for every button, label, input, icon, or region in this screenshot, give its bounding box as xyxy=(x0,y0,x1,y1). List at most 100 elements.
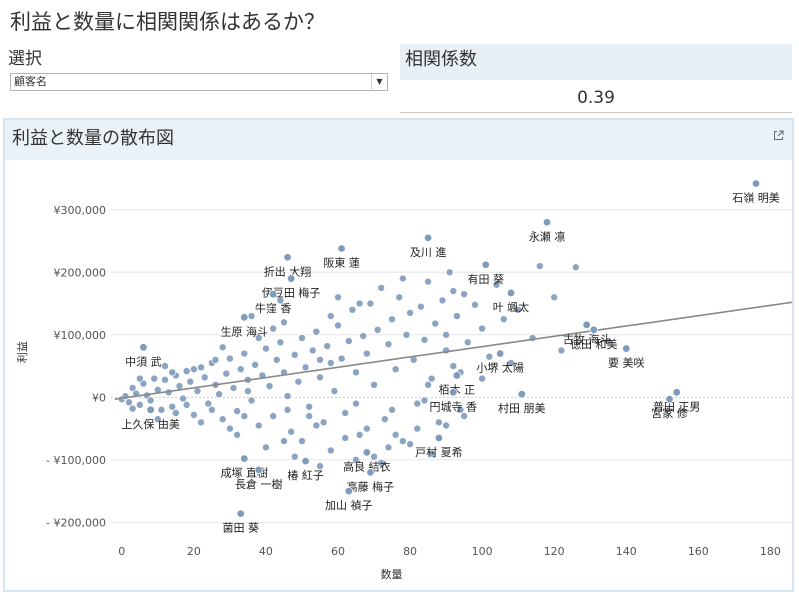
x-tick-label: 100 xyxy=(472,545,493,558)
data-point xyxy=(197,418,206,427)
labeled-data-point xyxy=(254,465,263,475)
data-point xyxy=(153,415,162,424)
data-point xyxy=(315,373,324,382)
data-point xyxy=(427,374,436,383)
labeled-data-point xyxy=(240,313,249,322)
data-point xyxy=(175,382,184,391)
labeled-data-point xyxy=(506,288,516,298)
y-tick-label: ¥100,000 xyxy=(54,329,107,342)
data-point xyxy=(424,380,433,389)
data-point xyxy=(326,446,335,455)
data-point xyxy=(456,405,465,414)
data-point xyxy=(301,363,310,372)
data-point xyxy=(326,358,335,367)
y-tick-label: - ¥100,000 xyxy=(46,454,106,467)
labeled-data-point xyxy=(622,344,631,353)
data-point xyxy=(506,358,515,367)
y-tick-label: ¥0 xyxy=(92,391,106,404)
data-point xyxy=(254,421,263,430)
x-tick-label: 180 xyxy=(760,545,781,558)
labeled-data-point xyxy=(146,405,155,415)
select-value: 顧客名 xyxy=(14,75,47,88)
filter-label: 選択 xyxy=(8,49,42,69)
labeled-data-point xyxy=(672,388,681,397)
labeled-data-point xyxy=(139,343,148,352)
point-label: 高良 結衣 xyxy=(343,459,391,473)
chart-panel-header: 利益と数量の散布図 xyxy=(5,120,792,160)
data-point xyxy=(233,430,242,439)
data-point xyxy=(377,283,386,292)
data-point xyxy=(398,437,407,446)
data-point xyxy=(391,430,400,439)
data-point xyxy=(236,365,245,374)
page-title: 利益と数量に相関関係はあるか？ xyxy=(10,10,325,34)
data-point xyxy=(344,337,353,346)
data-point xyxy=(431,319,440,328)
trend-line xyxy=(114,301,792,400)
data-point xyxy=(161,375,170,384)
point-label: 要 美咲 xyxy=(608,356,645,370)
data-point xyxy=(460,290,469,299)
data-point xyxy=(362,349,371,358)
labeled-data-point xyxy=(283,253,292,262)
labeled-data-point xyxy=(582,320,591,330)
data-point xyxy=(305,402,314,411)
data-point xyxy=(442,330,451,339)
data-point xyxy=(373,325,382,334)
point-label: 上久保 由美 xyxy=(121,417,180,431)
labeled-data-point xyxy=(517,390,526,399)
labeled-data-point xyxy=(751,179,761,188)
data-point xyxy=(470,300,479,309)
data-point xyxy=(557,346,566,355)
data-point xyxy=(434,418,443,427)
data-point xyxy=(323,342,332,351)
labeled-data-point xyxy=(449,388,458,397)
data-point xyxy=(243,387,252,396)
labeled-data-point xyxy=(268,289,278,299)
data-point xyxy=(193,387,202,396)
point-label: 有田 葵 xyxy=(467,272,504,286)
data-point xyxy=(571,263,580,272)
data-point xyxy=(366,299,375,308)
point-label: 栢木 正 xyxy=(439,383,476,396)
data-point xyxy=(168,402,177,411)
data-point xyxy=(452,312,461,321)
data-point xyxy=(269,412,278,421)
chevron-down-icon[interactable]: ▼ xyxy=(371,74,387,90)
data-point xyxy=(341,408,350,417)
data-point xyxy=(128,404,137,413)
labeled-data-point xyxy=(665,395,674,404)
point-label: 折出 大翔 xyxy=(264,264,312,278)
point-label: 石嶺 明美 xyxy=(732,192,780,205)
y-axis-title: 利益 xyxy=(15,341,29,363)
data-point xyxy=(161,362,170,371)
data-point xyxy=(333,321,342,330)
customer-select[interactable]: 顧客名 ▼ xyxy=(10,73,388,91)
labeled-data-point xyxy=(481,260,490,269)
scatter-plot: ¥300,000 ¥200,000 ¥100,000 ¥0 - ¥100,000 - ¥2… xyxy=(15,179,792,581)
data-point xyxy=(388,405,397,414)
point-label: 戸村 夏希 xyxy=(415,445,463,459)
data-point xyxy=(233,407,242,416)
data-point xyxy=(225,354,234,363)
data-point xyxy=(200,373,209,382)
data-point xyxy=(283,392,292,401)
data-point xyxy=(348,305,357,314)
external-link-icon[interactable] xyxy=(773,126,784,145)
data-point xyxy=(315,462,324,471)
data-point xyxy=(272,355,281,364)
data-point xyxy=(229,383,238,392)
x-tick-label: 140 xyxy=(616,545,637,558)
labeled-data-point xyxy=(423,233,433,243)
data-point xyxy=(312,421,321,430)
data-point xyxy=(514,305,523,314)
data-point xyxy=(135,400,144,409)
data-point xyxy=(294,377,303,386)
data-point xyxy=(326,312,335,321)
data-point xyxy=(438,296,447,305)
point-label: 中須 武 xyxy=(125,355,162,368)
data-point xyxy=(125,398,134,407)
data-point xyxy=(254,333,263,342)
data-point xyxy=(420,335,429,344)
data-point xyxy=(146,396,155,405)
